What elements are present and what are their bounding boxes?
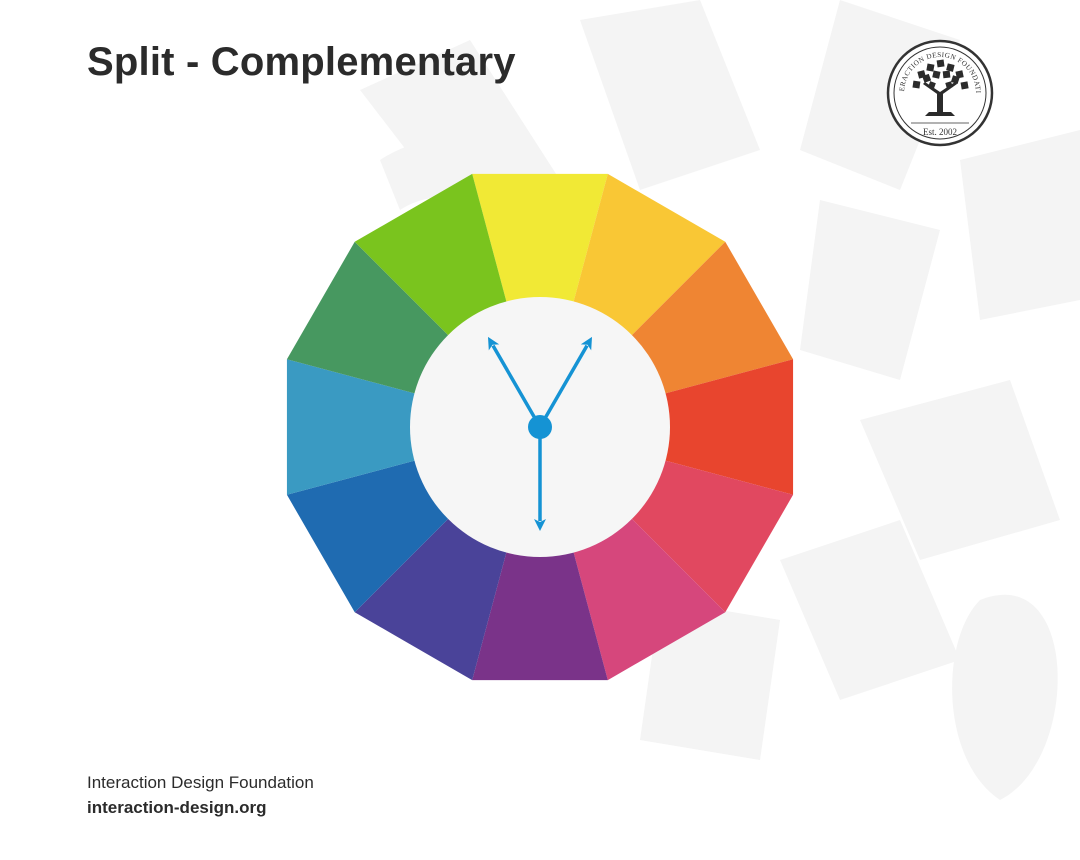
wheel-segment-blue [286, 459, 452, 613]
split-complementary-arrows [488, 336, 592, 531]
idf-logo: INTERACTION DESIGN FOUNDATION Est. 2002 [885, 38, 994, 147]
arrow-shaft-yellow-green [491, 344, 542, 428]
wheel-segment-red-orange [660, 359, 794, 495]
page-title: Split - Complementary [87, 40, 516, 84]
wheel-segment-red [628, 459, 794, 613]
wheel-segment-orange [628, 241, 794, 395]
wheel-segments [286, 173, 794, 681]
logo-est: Est. 2002 [923, 127, 957, 137]
arrow-head-yellow-green [488, 336, 500, 351]
footer-url-link[interactable]: interaction-design.org [87, 798, 267, 817]
wheel-segment-blue-violet [354, 515, 508, 681]
wheel-center-dot [528, 415, 552, 439]
arrow-head-yellow-orange [580, 336, 592, 351]
wheel-segment-green [286, 241, 452, 395]
wheel-segment-yellow [472, 173, 608, 307]
wheel-segment-violet [472, 547, 608, 681]
wheel-segment-blue-green [286, 359, 420, 495]
wheel-segment-yellow-green [354, 173, 508, 339]
arrow-shaft-yellow-orange [538, 344, 589, 428]
arrow-head-violet [534, 519, 546, 531]
wheel-segment-yellow-orange [572, 173, 726, 339]
tree-icon [912, 59, 969, 116]
footer-organization: Interaction Design Foundation [87, 773, 314, 792]
wheel-segment-red-violet [572, 515, 726, 681]
